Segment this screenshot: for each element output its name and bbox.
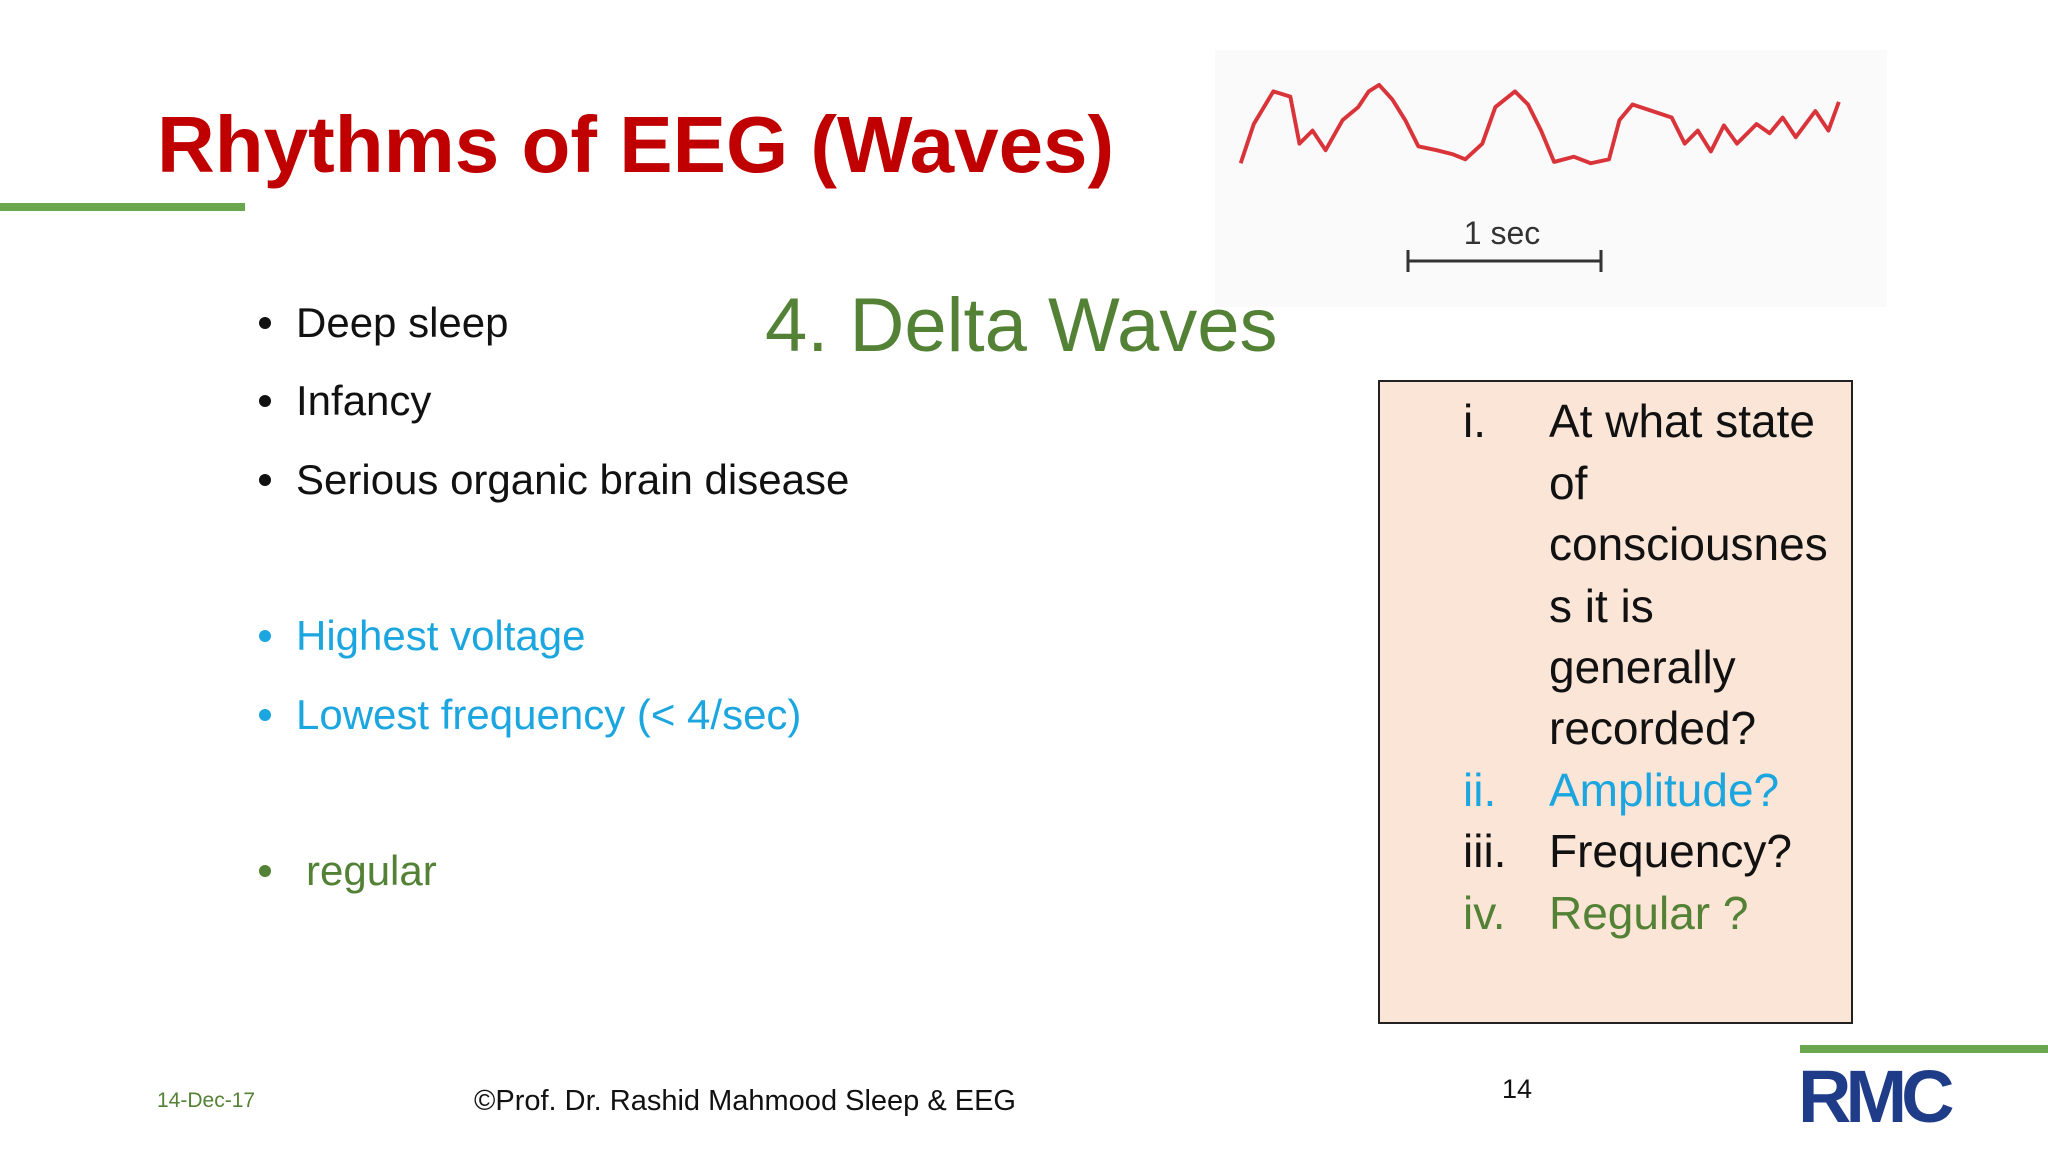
question-line: At what state xyxy=(1549,395,1815,447)
question-line: of xyxy=(1549,457,1588,509)
bullet-dot xyxy=(259,709,271,721)
eeg-figure xyxy=(1215,50,1887,307)
question-numeral: iii. xyxy=(1463,825,1506,877)
question-numeral: ii. xyxy=(1463,764,1496,816)
bullet: regular xyxy=(306,847,437,894)
scale-label: 1 sec xyxy=(1464,215,1540,251)
eeg-trace xyxy=(1238,82,1841,166)
scale-bar xyxy=(1406,250,1603,272)
subtitle: 4. Delta Waves xyxy=(765,283,1277,368)
question-line: consciousnes xyxy=(1549,518,1828,570)
question-numeral: iv. xyxy=(1463,887,1506,939)
bullet-dot xyxy=(259,474,271,486)
bullet: Lowest frequency (< 4/sec) xyxy=(296,691,801,738)
bullet: Infancy xyxy=(296,377,431,424)
question-line: Regular ? xyxy=(1549,887,1748,939)
bullet-dot xyxy=(259,630,271,642)
eeg-wave xyxy=(1238,82,1841,166)
logo: RMC xyxy=(1798,1055,1953,1138)
question-line: recorded? xyxy=(1549,702,1756,754)
question-numeral: i. xyxy=(1463,395,1486,447)
question-box xyxy=(1378,380,1853,1024)
bullet-dot xyxy=(259,317,271,329)
bullet-dot xyxy=(259,865,271,877)
title: Rhythms of EEG (Waves) xyxy=(157,100,1114,189)
question-line: s it is xyxy=(1549,580,1654,632)
question-line: generally xyxy=(1549,641,1736,693)
bullet: Deep sleep xyxy=(296,299,508,346)
bullet-dot xyxy=(259,395,271,407)
footer-credit: ©Prof. Dr. Rashid Mahmood Sleep & EEG xyxy=(474,1085,1016,1117)
bullet: Serious organic brain disease xyxy=(296,456,849,503)
logo-rule xyxy=(1800,1045,2048,1053)
title-rule xyxy=(0,203,245,211)
bullet: Highest voltage xyxy=(296,612,586,659)
page-number: 14 xyxy=(1502,1074,1532,1104)
footer-date: 14-Dec-17 xyxy=(157,1089,255,1112)
question-line: Frequency? xyxy=(1549,825,1792,877)
question-line: Amplitude? xyxy=(1549,764,1779,816)
